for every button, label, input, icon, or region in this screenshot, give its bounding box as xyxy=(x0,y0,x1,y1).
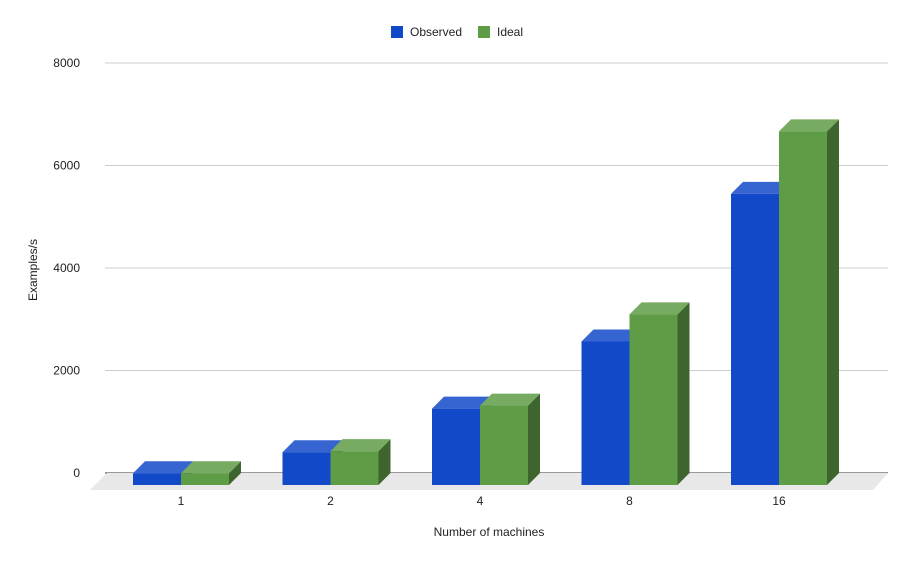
legend-label-ideal: Ideal xyxy=(497,25,523,39)
y-tick-label: 6000 xyxy=(53,159,80,173)
bar-observed-1 xyxy=(133,473,181,485)
bar-observed-2 xyxy=(282,452,331,485)
y-tick-label: 2000 xyxy=(53,364,80,378)
y-tick-label: 0 xyxy=(73,466,80,480)
x-axis-label: Number of machines xyxy=(434,525,545,539)
bar-top-ideal-4 xyxy=(480,393,540,406)
bar-top-ideal-2 xyxy=(330,439,391,452)
x-tick-label: 4 xyxy=(477,494,484,508)
bar-ideal-8 xyxy=(629,314,678,485)
bar-top-observed-16 xyxy=(731,181,791,194)
bar-top-ideal-1 xyxy=(181,461,241,474)
bar-observed-4 xyxy=(432,408,480,485)
bar-observed-16 xyxy=(731,193,779,485)
bar-ideal-16 xyxy=(779,131,827,485)
x-tick-label: 2 xyxy=(327,494,334,508)
y-axis-ticks: 0 2000 4000 6000 8000 xyxy=(53,56,80,480)
y-axis-label: Examples/s xyxy=(26,239,40,301)
legend-swatch-observed xyxy=(391,26,403,38)
bar-side-ideal-8 xyxy=(677,302,690,485)
x-tick-label: 8 xyxy=(626,494,633,508)
legend-label-observed: Observed xyxy=(410,25,462,39)
bar-top-observed-8 xyxy=(581,329,642,342)
bar-ideal-4 xyxy=(480,405,528,485)
bar-side-ideal-16 xyxy=(827,119,839,485)
bar-side-ideal-4 xyxy=(528,393,540,485)
bars xyxy=(133,119,839,485)
x-tick-label: 16 xyxy=(772,494,786,508)
legend-swatch-ideal xyxy=(478,26,490,38)
x-axis-ticks: 1 2 4 8 16 xyxy=(178,494,786,508)
bar-side-ideal-2 xyxy=(378,439,391,485)
bar-top-observed-1 xyxy=(133,461,193,474)
bar-top-ideal-8 xyxy=(629,302,690,315)
legend: Observed Ideal xyxy=(391,25,523,39)
bar-side-ideal-1 xyxy=(229,461,241,485)
bar-top-observed-4 xyxy=(432,396,492,409)
y-tick-label: 4000 xyxy=(53,261,80,275)
y-tick-label: 8000 xyxy=(53,56,80,70)
bar-top-observed-2 xyxy=(282,440,343,453)
bar-ideal-1 xyxy=(181,473,229,485)
x-tick-label: 1 xyxy=(178,494,185,508)
bar-observed-8 xyxy=(581,341,630,485)
bar-top-ideal-16 xyxy=(779,119,839,132)
bar-ideal-2 xyxy=(330,451,379,485)
